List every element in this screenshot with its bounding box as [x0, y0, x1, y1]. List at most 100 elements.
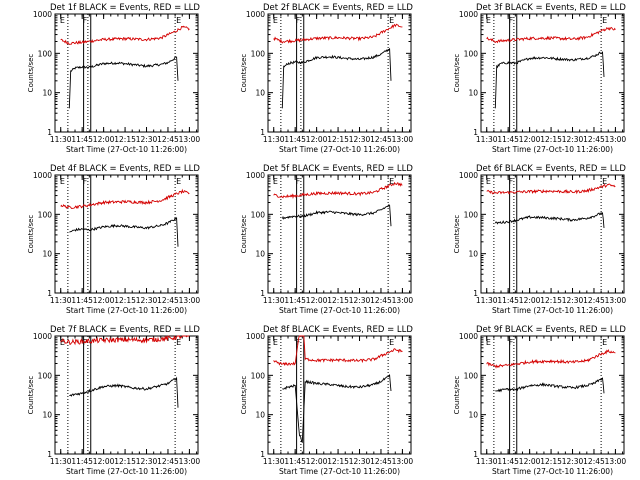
y-tick-label: 1000 — [33, 10, 52, 19]
x-tick-label: 11:30 — [50, 296, 72, 305]
panel-2: Det 2f BLACK = Events, RED = LLD 1 10 100 10… — [240, 3, 413, 154]
panel-4: Det 4f BLACK = Events, RED = LLD 1 10 100 10… — [27, 164, 200, 315]
x-tick-label: 12:30 — [349, 296, 371, 305]
x-tick-label: 12:45 — [583, 457, 605, 466]
y-tick-label: 1000 — [33, 332, 52, 341]
marker-label: F — [296, 177, 301, 186]
x-tick-label: 12:30 — [562, 135, 584, 144]
series-line-red — [273, 181, 403, 200]
marker-label: E — [60, 16, 65, 25]
y-axis-label: Counts/sec — [240, 376, 248, 415]
series-line-red — [273, 23, 403, 44]
series-line-red — [486, 26, 616, 44]
interval-box — [83, 13, 92, 133]
panel-title: Det 6f BLACK = Events, RED = LLD — [476, 164, 626, 174]
y-axis-label: Counts/sec — [27, 376, 35, 415]
x-tick-label: 11:45 — [284, 296, 306, 305]
y-tick-label: 100 — [464, 371, 479, 380]
x-tick-label: 13:00 — [179, 296, 201, 305]
x-tick-label: 13:00 — [392, 296, 414, 305]
x-axis-label: Start Time (27-Oct-10 11:26:00) — [66, 145, 187, 154]
y-axis-label: Counts/sec — [453, 376, 461, 415]
x-tick-label: 13:00 — [605, 296, 627, 305]
plot-frame — [54, 174, 199, 294]
x-tick-label: 12:45 — [157, 457, 179, 466]
panel-title: Det 3f BLACK = Events, RED = LLD — [476, 3, 626, 13]
y-axis-label: Counts/sec — [453, 54, 461, 93]
x-tick-label: 11:30 — [476, 296, 498, 305]
y-axis-label: Counts/sec — [27, 54, 35, 93]
panel-title: Det 1f BLACK = Events, RED = LLD — [50, 3, 200, 13]
x-tick-label: 13:00 — [605, 457, 627, 466]
x-axis-label: Start Time (27-Oct-10 11:26:00) — [279, 306, 400, 315]
x-tick-label: 11:45 — [71, 296, 93, 305]
series-line-black — [69, 216, 179, 247]
marker-label: E — [176, 338, 181, 347]
marker-label: E — [486, 338, 491, 347]
y-tick-label: 10 — [255, 411, 265, 420]
y-tick-label: 1000 — [459, 171, 478, 180]
y-tick-label: 100 — [464, 49, 479, 58]
marker-label: F — [509, 177, 514, 186]
x-tick-label: 12:45 — [583, 135, 605, 144]
y-tick-label: 1 — [47, 289, 52, 298]
series-line-black — [282, 373, 392, 444]
marker-label: E — [60, 338, 65, 347]
x-tick-label: 11:30 — [263, 457, 285, 466]
plot-frame — [480, 335, 625, 455]
plot-frame — [267, 174, 412, 294]
x-tick-label: 12:00 — [306, 296, 328, 305]
x-tick-label: 12:15 — [327, 457, 349, 466]
x-tick-label: 12:00 — [519, 457, 541, 466]
panel-title: Det 8f BLACK = Events, RED = LLD — [263, 325, 413, 335]
panel-7: Det 7f BLACK = Events, RED = LLD 1 10 100 10… — [27, 325, 200, 476]
plot-frame — [267, 13, 412, 133]
y-tick-label: 10 — [255, 250, 265, 259]
y-tick-label: 1 — [473, 450, 478, 459]
panel-5: Det 5f BLACK = Events, RED = LLD 1 10 100 10… — [240, 164, 413, 315]
series-line-red — [273, 335, 403, 366]
x-tick-label: 12:30 — [136, 135, 158, 144]
marker-label: E — [273, 177, 278, 186]
panel-8: Det 8f BLACK = Events, RED = LLD 1 10 100 10… — [240, 325, 413, 476]
marker-label: E — [389, 338, 394, 347]
y-tick-label: 10 — [468, 411, 478, 420]
marker-label: E — [176, 16, 181, 25]
series-line-red — [486, 183, 616, 195]
x-tick-label: 11:30 — [263, 135, 285, 144]
series-line-black — [281, 204, 392, 227]
y-tick-label: 1 — [260, 128, 265, 137]
x-tick-label: 12:45 — [370, 457, 392, 466]
series-line-black — [68, 56, 179, 109]
y-tick-label: 10 — [468, 250, 478, 259]
y-tick-label: 1000 — [459, 332, 478, 341]
x-tick-label: 11:30 — [476, 135, 498, 144]
marker-label: E — [602, 16, 607, 25]
y-tick-label: 1000 — [246, 10, 265, 19]
marker-label: F — [83, 16, 88, 25]
y-axis-label: Counts/sec — [240, 54, 248, 93]
y-tick-label: 100 — [38, 371, 53, 380]
x-tick-label: 11:30 — [50, 457, 72, 466]
interval-box — [83, 335, 92, 455]
marker-label: E — [273, 338, 278, 347]
x-tick-label: 12:15 — [540, 296, 562, 305]
panel-title: Det 5f BLACK = Events, RED = LLD — [263, 164, 413, 174]
x-tick-label: 12:00 — [93, 135, 115, 144]
y-tick-label: 1 — [260, 289, 265, 298]
y-tick-label: 1000 — [33, 171, 52, 180]
marker-label: E — [389, 16, 394, 25]
panel-3: Det 3f BLACK = Events, RED = LLD 1 10 100 10… — [453, 3, 626, 154]
series-line-red — [60, 25, 190, 45]
series-line-red — [60, 335, 190, 346]
x-tick-label: 13:00 — [392, 457, 414, 466]
y-axis-label: Counts/sec — [240, 215, 248, 254]
plot-frame — [267, 335, 412, 455]
x-axis-label: Start Time (27-Oct-10 11:26:00) — [492, 145, 613, 154]
x-tick-label: 12:45 — [583, 296, 605, 305]
x-axis-label: Start Time (27-Oct-10 11:26:00) — [492, 467, 613, 476]
x-tick-label: 11:45 — [71, 135, 93, 144]
panel-9: Det 9f BLACK = Events, RED = LLD 1 10 100 10… — [453, 325, 626, 476]
x-tick-label: 12:00 — [519, 296, 541, 305]
